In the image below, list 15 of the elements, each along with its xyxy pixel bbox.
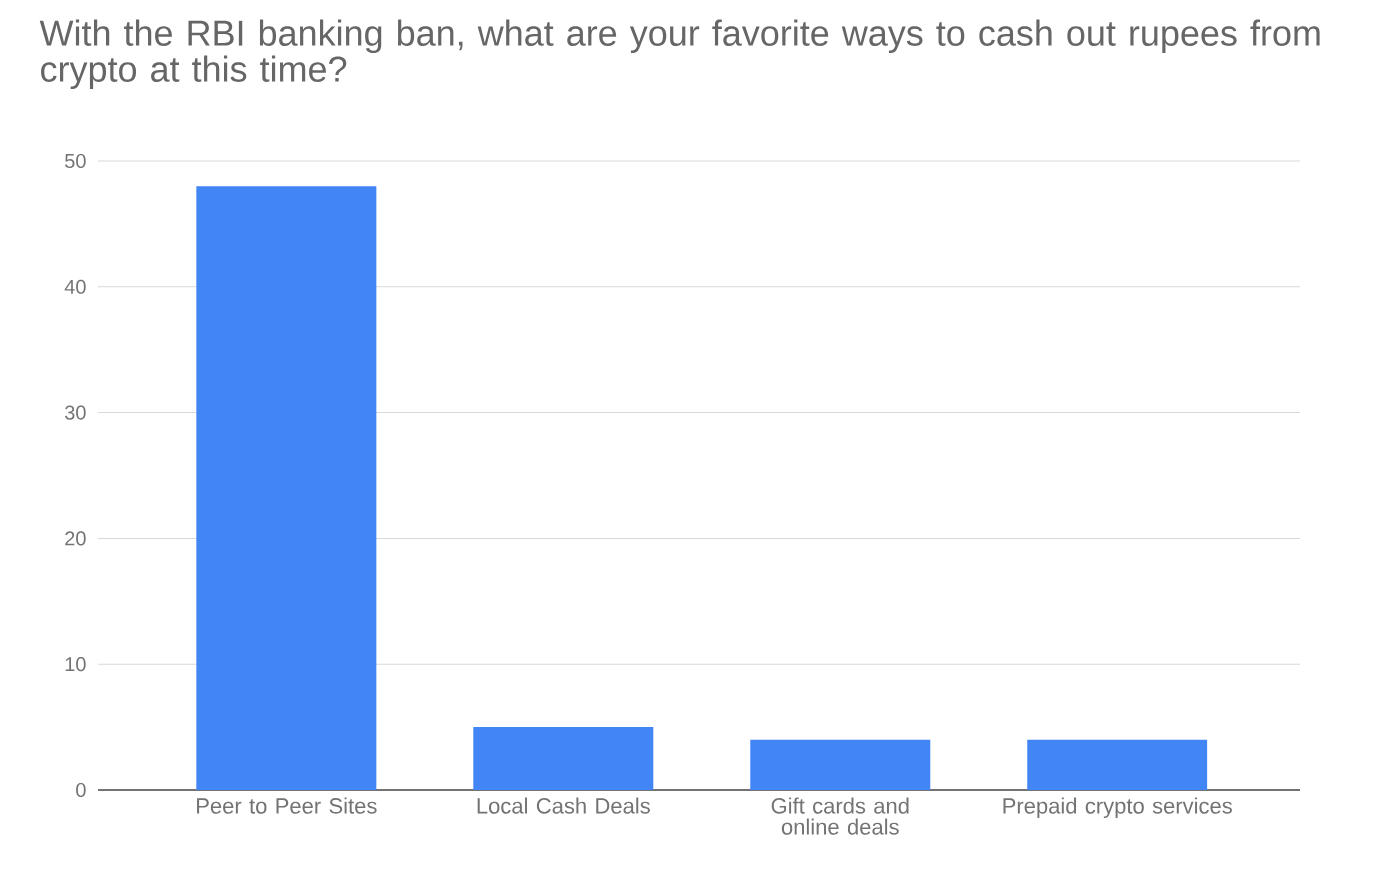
y-tick-label: 40	[64, 279, 86, 294]
x-tick-label: Peer to Peer Sites	[197, 797, 377, 814]
bar	[1027, 739, 1208, 790]
bar	[473, 727, 654, 790]
y-tick-label: 50	[65, 153, 86, 169]
x-tick-label: Prepaid crypto services	[1003, 797, 1232, 819]
chart-title: With the RBI banking ban, what are your favorite ways to cash out rupees from crypto at this time?	[39, 19, 1320, 90]
y-tick-label: 10	[65, 657, 86, 672]
bar	[750, 739, 931, 790]
y-tick-label: 0	[76, 782, 86, 798]
bar	[196, 186, 377, 790]
y-tick-label: 20	[65, 531, 86, 546]
x-tick-label: Local Cash Deals	[477, 797, 650, 814]
y-tick-label: 30	[64, 405, 86, 420]
x-tick-label: Gift cards and online deals	[771, 797, 909, 835]
